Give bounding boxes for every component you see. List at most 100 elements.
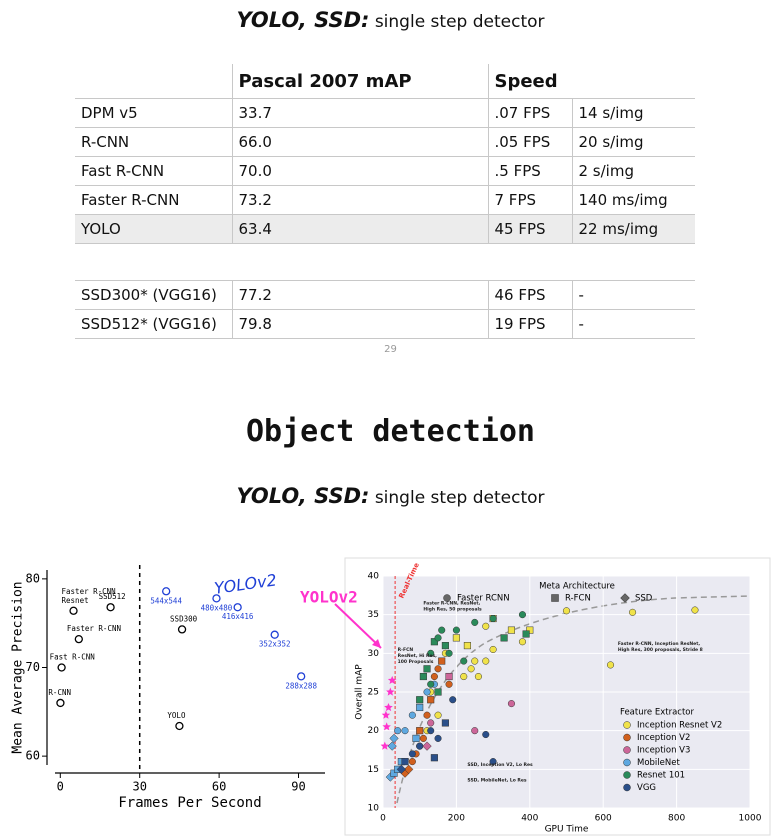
title-rest: single step detector <box>374 488 545 508</box>
legend-label: Faster RCNN <box>457 594 510 604</box>
point-label: 352x352 <box>259 640 291 649</box>
marker <box>489 614 497 623</box>
table-cell: 33.7 <box>231 98 489 128</box>
marker <box>460 657 468 665</box>
table: Pascal 2007 mAP Speed DPM v5 33.7.07 FPS 14… <box>75 64 695 244</box>
star-marker <box>382 722 391 731</box>
marker <box>423 665 431 673</box>
marker <box>691 606 699 614</box>
marker <box>467 665 475 673</box>
highlight-label: YOLOv2 <box>300 588 358 607</box>
table-row: R-CNN 66.0.05 FPS 20 s/img <box>75 127 695 157</box>
legend-marker <box>443 594 451 602</box>
table-cell: YOLO <box>75 214 233 244</box>
point <box>74 634 83 644</box>
marker <box>445 649 453 657</box>
legend-marker <box>620 593 630 603</box>
legend-title: Meta Architecture <box>539 582 615 592</box>
marker <box>460 672 468 681</box>
star-marker <box>384 703 393 712</box>
frontier-curve <box>396 595 751 804</box>
marker <box>390 769 398 777</box>
point-label: Faster R-CNN <box>67 624 121 633</box>
x-tick-label: 90 <box>291 780 305 794</box>
point <box>297 672 306 681</box>
legend-label: VGG <box>637 783 656 793</box>
point-label: R-CNN <box>48 688 71 697</box>
marker <box>434 665 442 673</box>
table-cell: .5 FPS <box>487 156 573 186</box>
legend-label: Inception Resnet V2 <box>637 721 722 731</box>
marker <box>401 758 409 766</box>
subheader: YOLO, SSD: single step detector <box>0 484 781 508</box>
marker <box>408 750 416 758</box>
marker <box>416 742 424 750</box>
point-label: Resnet <box>62 596 89 605</box>
table-cell: Faster R-CNN <box>75 185 233 215</box>
point-label: SSD300 <box>170 614 198 623</box>
star-marker <box>380 741 390 750</box>
x-axis-label: GPU Time <box>545 825 589 835</box>
marker <box>416 696 424 704</box>
legend-swatch <box>623 721 631 729</box>
annotation: SSD, MobileNet, Lo Res <box>467 778 527 784</box>
marker <box>427 649 435 657</box>
table-cell: - <box>571 280 695 310</box>
annotation: High Res, 50 proposals <box>423 607 482 613</box>
x-axis-label: Frames Per Second <box>118 795 261 811</box>
marker <box>452 626 460 634</box>
table: SSD300* (VGG16) 77.2 46 FPS - SSD512* (VGG16… <box>75 280 695 339</box>
legend-title: Feature Extractor <box>620 708 694 718</box>
annotation: R-FCN <box>398 647 414 653</box>
table-row: SSD300* (VGG16) 77.2 46 FPS - <box>75 280 695 310</box>
marker <box>427 680 435 688</box>
annotation: Faster R-CNN, ResNet, <box>423 601 480 607</box>
legend-label: R-FCN <box>565 594 591 604</box>
marker <box>434 711 442 719</box>
table-cell: SSD512* (VGG16) <box>75 309 233 339</box>
y-tick-label: 15 <box>368 765 379 775</box>
table-cell: .07 FPS <box>487 98 573 128</box>
table-cell: .05 FPS <box>487 127 573 157</box>
marker <box>419 734 427 742</box>
marker <box>422 741 432 751</box>
legend-swatch <box>623 783 631 792</box>
point <box>106 603 115 612</box>
point-label: Faster R-CNN <box>62 587 116 596</box>
marker <box>489 645 497 654</box>
marker <box>452 634 460 642</box>
table-cell: 63.4 <box>231 214 489 244</box>
y-tick-label: 70 <box>26 660 40 674</box>
header: YOLO, SSD: single step detector <box>0 8 781 32</box>
marker <box>438 626 446 634</box>
x-tick-label: 0 <box>57 780 64 794</box>
legend-marker <box>551 594 559 602</box>
y-tick-label: 40 <box>368 572 380 582</box>
marker <box>471 618 479 626</box>
marker <box>434 688 442 696</box>
x-tick-label: 800 <box>668 814 685 824</box>
point <box>212 594 221 603</box>
table-row: YOLO 63.4 45 FPS 22 ms/img <box>75 214 695 244</box>
legend-label: Resnet 101 <box>637 771 685 781</box>
marker <box>629 608 637 616</box>
marker <box>434 634 442 642</box>
annotation: Faster R-CNN, Inception ResNet, <box>618 641 700 647</box>
title-rest: single step detector <box>374 12 545 32</box>
table-cell: 46 FPS <box>487 280 573 310</box>
marker <box>423 688 431 696</box>
point <box>162 587 171 596</box>
y-tick-label: 60 <box>26 749 40 763</box>
marker <box>438 657 446 665</box>
point <box>175 721 184 731</box>
marker <box>412 734 420 742</box>
head-cell: Speed <box>487 64 695 99</box>
marker <box>401 727 409 735</box>
marker <box>419 672 427 681</box>
arrow <box>334 603 382 649</box>
x-tick-label: 200 <box>448 814 465 824</box>
y-tick-label: 25 <box>368 688 379 698</box>
legend-swatch <box>623 733 631 742</box>
marker <box>518 611 527 619</box>
